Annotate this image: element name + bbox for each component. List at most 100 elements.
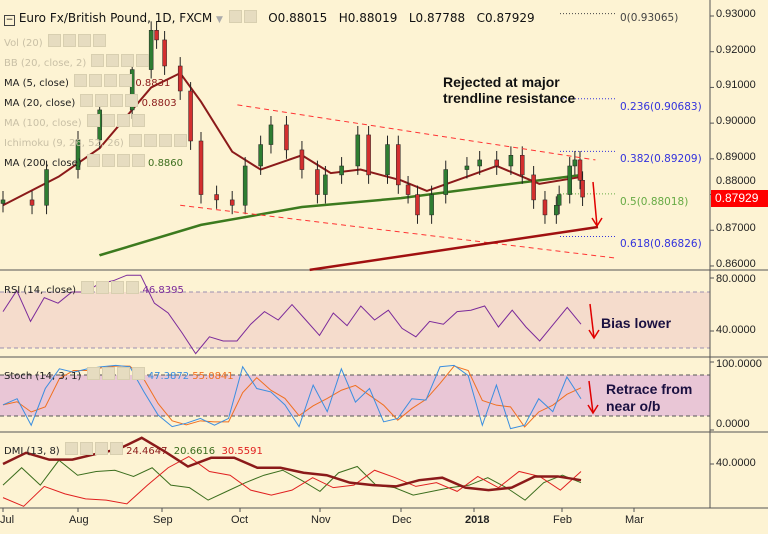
close-icon[interactable] bbox=[125, 94, 139, 107]
close-icon[interactable] bbox=[109, 442, 123, 455]
plus-icon[interactable] bbox=[159, 134, 173, 147]
adx-value: 24.4647 bbox=[126, 446, 168, 457]
visibility-icon[interactable] bbox=[86, 154, 100, 167]
legend-item[interactable]: Ichimoku (9, 26, 52, 26) bbox=[4, 134, 188, 151]
candle bbox=[299, 149, 305, 170]
legend-item[interactable]: MA (5, close) 0.8831 bbox=[4, 74, 170, 91]
candle bbox=[443, 169, 448, 195]
fib-label: 0.382(0.89209) bbox=[620, 153, 702, 166]
close-icon[interactable] bbox=[136, 54, 150, 67]
rsi-down-arrow-head bbox=[588, 329, 600, 340]
stoch-k-value: 47.3872 bbox=[147, 371, 190, 382]
gear-icon[interactable] bbox=[89, 74, 103, 87]
legend-item[interactable]: MA (20, close) 0.8803 bbox=[4, 94, 177, 111]
plus-icon[interactable] bbox=[104, 74, 118, 87]
close-icon[interactable] bbox=[131, 367, 145, 380]
legend-label: MA (100, close) bbox=[4, 118, 82, 129]
candle bbox=[339, 165, 344, 176]
visibility-icon[interactable] bbox=[86, 367, 100, 380]
annotation-line: Retrace from bbox=[606, 381, 693, 397]
plus-icon[interactable] bbox=[116, 367, 130, 380]
candle bbox=[531, 174, 536, 201]
plus-icon[interactable] bbox=[94, 442, 108, 455]
close-icon[interactable] bbox=[92, 34, 106, 47]
candle bbox=[315, 169, 320, 195]
close-icon[interactable] bbox=[174, 134, 188, 147]
candle bbox=[198, 140, 204, 195]
candle bbox=[214, 194, 219, 201]
gear-icon[interactable] bbox=[96, 281, 110, 294]
close-icon[interactable] bbox=[126, 281, 140, 294]
plus-icon[interactable] bbox=[111, 281, 125, 294]
visibility-icon[interactable] bbox=[86, 114, 100, 127]
stoch-legend: Stoch (14, 3, 1) 47.3872 55.0841 bbox=[4, 367, 234, 384]
gear-icon[interactable] bbox=[144, 134, 158, 147]
close-icon[interactable] bbox=[131, 114, 145, 127]
candle bbox=[415, 194, 420, 216]
gear-icon[interactable] bbox=[243, 10, 257, 23]
visibility-icon[interactable] bbox=[64, 442, 78, 455]
time-axis-label: Oct bbox=[231, 514, 249, 526]
gear-icon[interactable] bbox=[101, 154, 115, 167]
gear-icon[interactable] bbox=[106, 54, 120, 67]
visibility-icon[interactable] bbox=[74, 74, 88, 87]
close-icon[interactable] bbox=[131, 154, 145, 167]
candle bbox=[0, 199, 6, 204]
candle bbox=[396, 144, 401, 186]
collapse-icon[interactable]: − bbox=[4, 15, 15, 26]
legend-label: MA (200, close) bbox=[4, 158, 82, 169]
visibility-icon[interactable] bbox=[47, 34, 61, 47]
candle bbox=[154, 30, 159, 41]
plus-di-line bbox=[2, 459, 582, 501]
axis-tick-label: 40.0000 bbox=[716, 324, 756, 336]
visibility-icon[interactable] bbox=[91, 54, 105, 67]
legend-label: Ichimoku (9, 26, 52, 26) bbox=[4, 138, 124, 149]
stoch-band bbox=[0, 375, 710, 416]
legend-value: 0.8803 bbox=[141, 98, 177, 109]
candle bbox=[567, 165, 572, 195]
rsi-label[interactable]: RSI (14, close) bbox=[4, 285, 77, 296]
time-axis-label: Nov bbox=[311, 514, 331, 526]
plus-icon[interactable] bbox=[116, 114, 130, 127]
time-axis-label: Aug bbox=[69, 514, 89, 526]
legend-item[interactable]: Vol (20) bbox=[4, 34, 106, 51]
legend-item[interactable]: MA (100, close) bbox=[4, 114, 145, 131]
candle bbox=[556, 194, 562, 206]
visibility-icon[interactable] bbox=[81, 281, 95, 294]
plus-di-value: 20.6616 bbox=[173, 446, 216, 457]
visibility-icon[interactable] bbox=[129, 134, 143, 147]
gear-icon[interactable] bbox=[95, 94, 109, 107]
candle bbox=[572, 159, 578, 167]
gear-icon[interactable] bbox=[62, 34, 76, 47]
axis-tick-label: 0.0000 bbox=[716, 418, 750, 430]
candle bbox=[162, 39, 167, 67]
rsi-value: 46.8395 bbox=[142, 285, 184, 296]
dmi-label[interactable]: DMI (13, 8) bbox=[4, 446, 60, 457]
trendline bbox=[180, 204, 617, 259]
annotation-line: Rejected at major bbox=[443, 74, 560, 90]
visibility-icon[interactable] bbox=[80, 94, 94, 107]
plus-icon[interactable] bbox=[121, 54, 135, 67]
close-icon[interactable] bbox=[119, 74, 133, 87]
gear-icon[interactable] bbox=[101, 114, 115, 127]
plus-icon[interactable] bbox=[110, 94, 124, 107]
stoch-d-value: 55.0841 bbox=[192, 371, 234, 382]
gear-icon[interactable] bbox=[79, 442, 93, 455]
chart-header: − Euro Fx/British Pound, 1D, FXCM ▼ O0.8… bbox=[4, 10, 535, 27]
time-axis-label: Mar bbox=[625, 514, 644, 526]
candle bbox=[177, 65, 183, 92]
candle bbox=[477, 159, 482, 167]
plus-icon[interactable] bbox=[116, 154, 130, 167]
legend-item[interactable]: MA (200, close) 0.8860 bbox=[4, 154, 183, 171]
candle bbox=[542, 199, 548, 216]
trendline bbox=[309, 225, 599, 272]
rsi-down-arrow bbox=[589, 303, 595, 339]
plus-icon[interactable] bbox=[77, 34, 91, 47]
stoch-label[interactable]: Stoch (14, 3, 1) bbox=[4, 371, 82, 382]
chevron-down-icon[interactable]: ▼ bbox=[216, 15, 223, 25]
legend-item[interactable]: BB (20, close, 2) bbox=[4, 54, 150, 71]
visibility-icon[interactable] bbox=[228, 10, 242, 23]
fib-label: 0.5(0.88018) bbox=[620, 195, 689, 208]
gear-icon[interactable] bbox=[101, 367, 115, 380]
symbol-title[interactable]: Euro Fx/British Pound, 1D, FXCM bbox=[18, 11, 213, 25]
